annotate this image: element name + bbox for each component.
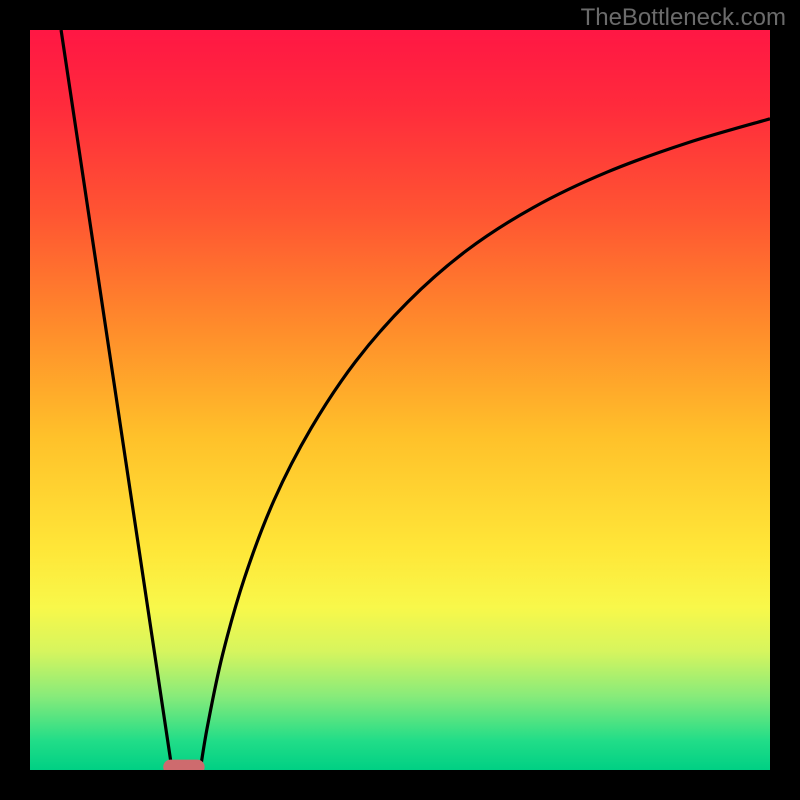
watermark-text: TheBottleneck.com: [581, 4, 786, 32]
bottleneck-chart: [30, 30, 770, 770]
trough-marker: [163, 760, 204, 770]
chart-background: [30, 30, 770, 770]
